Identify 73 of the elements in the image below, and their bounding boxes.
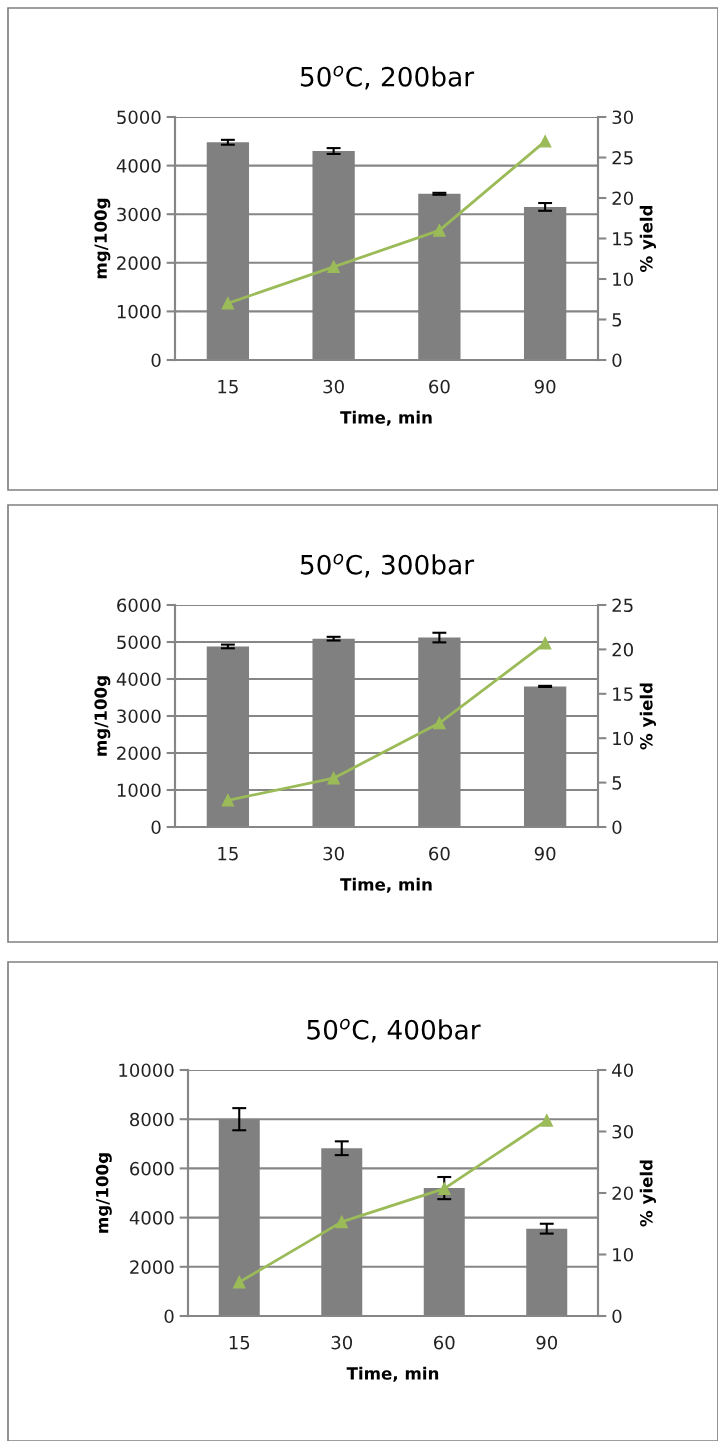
y2-tick-label: 20 bbox=[612, 1186, 633, 1201]
point bbox=[221, 794, 235, 807]
y2-tick-label: 5 bbox=[612, 776, 622, 790]
y-tick-label: 2000 bbox=[117, 746, 161, 761]
point bbox=[538, 135, 552, 148]
x-tick-label: 15 bbox=[218, 380, 238, 394]
y2-tick-label: 30 bbox=[612, 1124, 633, 1139]
x-tick-label: 90 bbox=[534, 846, 556, 861]
y-tick-label: 3000 bbox=[117, 207, 161, 222]
x-tick-label: 30 bbox=[323, 846, 344, 861]
chart-title: 50$^{o}$C, 200bar bbox=[300, 65, 475, 90]
x-tick-label: 60 bbox=[429, 846, 450, 861]
y2-tick-label: 15 bbox=[613, 687, 633, 701]
point bbox=[433, 224, 446, 237]
y-tick-label: 5000 bbox=[117, 110, 161, 125]
y-tick-label: 8000 bbox=[130, 1112, 174, 1127]
y-tick-label: 4000 bbox=[129, 1211, 174, 1225]
y-tick-label: 5000 bbox=[117, 635, 161, 650]
y-tick-label: 6000 bbox=[117, 598, 161, 613]
point bbox=[540, 1114, 554, 1127]
x-tick-label: 30 bbox=[331, 1335, 353, 1350]
x-axis-title: Time, min bbox=[340, 410, 432, 426]
y2-tick-label: 30 bbox=[612, 110, 633, 125]
y-tick-label: 4000 bbox=[116, 159, 161, 173]
x-tick-label: 90 bbox=[536, 1335, 558, 1350]
y2-tick-label: 10 bbox=[613, 731, 633, 746]
y2-tick-label: 0 bbox=[612, 353, 622, 368]
y-tick-label: 2000 bbox=[117, 256, 161, 270]
x-tick-label: 90 bbox=[534, 379, 556, 394]
chart-title: 50$^{o}$C, 300bar bbox=[300, 553, 475, 578]
y-tick-label: 2000 bbox=[130, 1260, 174, 1274]
y-tick-label: 6000 bbox=[130, 1161, 174, 1176]
y2-tick-label: 5 bbox=[612, 313, 622, 327]
y-tick-label: 1000 bbox=[117, 783, 161, 798]
y2-axis-title: % yield bbox=[639, 205, 656, 272]
x-tick-label: 60 bbox=[429, 379, 450, 394]
y-axis-title: mg/100g bbox=[95, 1153, 112, 1233]
y-tick-label: 1000 bbox=[117, 304, 161, 319]
y-tick-label: 0 bbox=[151, 353, 161, 368]
y-tick-label: 3000 bbox=[117, 709, 161, 724]
point bbox=[327, 260, 340, 274]
x-tick-label: 15 bbox=[229, 1336, 250, 1350]
point bbox=[327, 771, 340, 785]
point bbox=[437, 1182, 451, 1195]
y2-tick-label: 25 bbox=[612, 150, 633, 165]
y2-tick-label: 20 bbox=[612, 191, 633, 206]
x-tick-label: 30 bbox=[323, 379, 344, 394]
y-axis-title: mg/100g bbox=[94, 676, 111, 756]
chart-title: 50$^{o}$C, 400bar bbox=[307, 1018, 481, 1043]
point bbox=[433, 716, 446, 730]
y-tick-label: 10000 bbox=[119, 1063, 174, 1078]
y2-axis-title: % yield bbox=[639, 1160, 656, 1227]
point bbox=[221, 297, 235, 310]
y2-tick-label: 25 bbox=[612, 598, 633, 613]
y2-tick-label: 10 bbox=[613, 272, 633, 287]
y-tick-label: 4000 bbox=[116, 672, 161, 687]
point bbox=[538, 636, 552, 650]
point bbox=[232, 1275, 246, 1289]
x-tick-label: 15 bbox=[218, 847, 238, 861]
point bbox=[335, 1215, 349, 1229]
x-axis-title: Time, min bbox=[346, 1366, 439, 1382]
y2-tick-label: 40 bbox=[612, 1063, 633, 1078]
y-axis-title: mg/100g bbox=[94, 198, 111, 279]
y2-tick-label: 15 bbox=[613, 232, 633, 246]
y2-tick-label: 20 bbox=[612, 642, 633, 657]
y2-tick-label: 10 bbox=[613, 1247, 633, 1262]
x-axis-title: Time, min bbox=[340, 877, 432, 893]
y2-tick-label: 0 bbox=[612, 820, 622, 835]
y-tick-label: 0 bbox=[151, 820, 161, 835]
x-tick-label: 60 bbox=[434, 1335, 455, 1350]
y-tick-label: 0 bbox=[164, 1309, 174, 1324]
y2-tick-label: 0 bbox=[612, 1309, 622, 1324]
y2-axis-title: % yield bbox=[639, 683, 656, 750]
